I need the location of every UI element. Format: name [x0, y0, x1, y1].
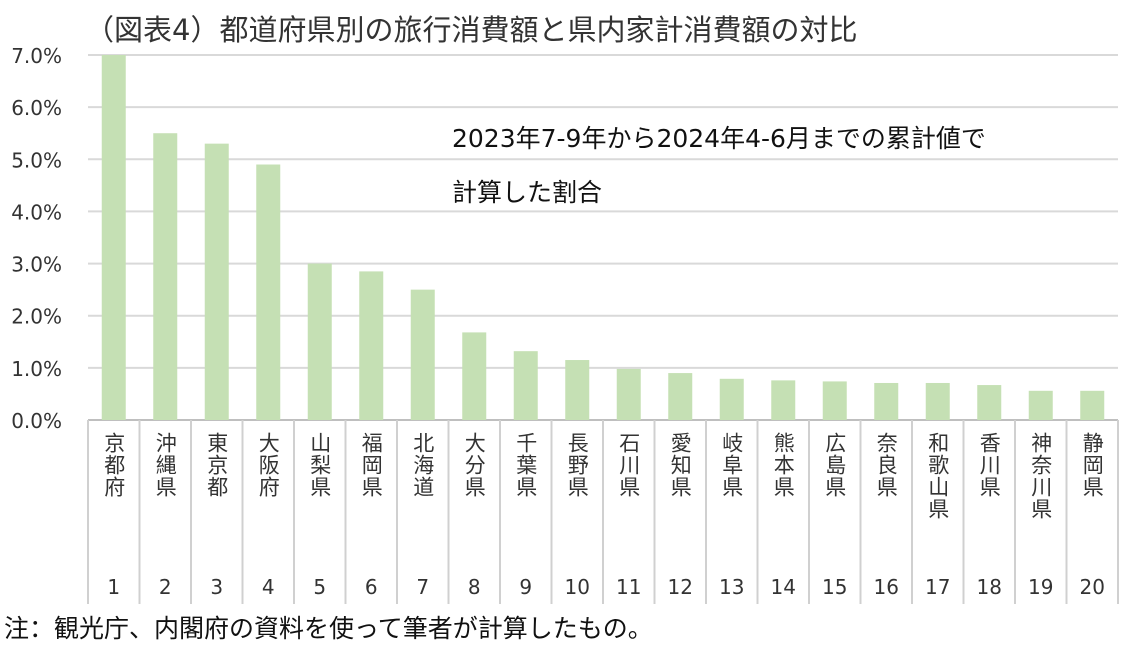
x-category-label: 沖縄県 [153, 432, 177, 498]
x-category-label: 奈良県 [874, 432, 898, 498]
x-rank-label: 7 [416, 575, 429, 599]
x-rank-label: 4 [262, 575, 275, 599]
y-tick-label: 4.0% [11, 200, 62, 224]
bar [153, 133, 178, 420]
x-category-label: 北海道 [411, 432, 435, 498]
x-category-label: 千葉県 [514, 432, 538, 498]
bar [307, 263, 332, 420]
bar [1080, 390, 1105, 420]
bar [513, 351, 538, 420]
annotation-line-1: 2023年7-9年から2024年4-6月までの累計値で [452, 124, 986, 153]
bar [462, 332, 487, 420]
x-rank-label: 14 [771, 575, 796, 599]
x-rank-label: 1 [107, 575, 120, 599]
bar [616, 368, 641, 420]
x-rank-label: 19 [1028, 575, 1053, 599]
bar [410, 289, 435, 420]
x-rank-label: 5 [313, 575, 326, 599]
x-rank-label: 13 [719, 575, 744, 599]
x-category-label: 東京都 [205, 432, 229, 498]
x-category-label: 大分県 [462, 432, 486, 498]
source-note: 注：観光庁、内閣府の資料を使って筆者が計算したもの。 [4, 614, 653, 643]
y-tick-label: 5.0% [11, 148, 62, 172]
x-rank-label: 3 [210, 575, 223, 599]
bar [822, 381, 847, 420]
y-tick-label: 6.0% [11, 96, 62, 120]
x-category-label: 静岡県 [1080, 432, 1104, 498]
bar [771, 380, 796, 420]
x-category-label: 神奈川県 [1029, 432, 1053, 520]
x-category-label: 福岡県 [359, 432, 383, 498]
x-rank-label: 16 [874, 575, 899, 599]
x-rank-label: 18 [977, 575, 1002, 599]
bar [565, 360, 590, 420]
x-category-label: 岐阜県 [720, 432, 744, 498]
x-rank-label: 2 [159, 575, 172, 599]
annotation-line-2: 計算した割合 [452, 178, 602, 207]
x-category-label: 広島県 [823, 432, 847, 498]
x-category-label: 大阪府 [256, 432, 280, 498]
y-tick-label: 0.0% [11, 409, 62, 433]
bar [101, 55, 126, 420]
x-category-label: 愛知県 [668, 432, 692, 498]
x-rank-label: 8 [468, 575, 481, 599]
x-rank-label: 12 [668, 575, 693, 599]
y-tick-label: 3.0% [11, 253, 62, 277]
x-rank-label: 20 [1080, 575, 1105, 599]
x-category-label: 石川県 [617, 432, 641, 498]
x-rank-label: 11 [616, 575, 641, 599]
chart-title: （図表4）都道府県別の旅行消費額と県内家計消費額の対比 [85, 13, 857, 47]
x-category-label: 山梨県 [308, 432, 332, 498]
x-category-label: 長野県 [565, 432, 589, 498]
y-tick-label: 7.0% [11, 44, 62, 68]
bar [977, 385, 1002, 420]
bar [204, 143, 229, 420]
y-tick-label: 1.0% [11, 357, 62, 381]
x-category-label: 香川県 [977, 432, 1001, 498]
bar [874, 382, 899, 420]
bar [719, 378, 744, 420]
x-category-label: 熊本県 [771, 432, 795, 498]
x-rank-label: 6 [365, 575, 378, 599]
x-category-label: 京都府 [102, 432, 126, 498]
x-rank-label: 10 [565, 575, 590, 599]
bar [256, 164, 281, 420]
bar [925, 382, 950, 420]
bar [668, 373, 693, 420]
bar [1028, 390, 1053, 420]
x-category-label: 和歌山県 [926, 432, 950, 520]
x-rank-label: 17 [925, 575, 950, 599]
y-tick-label: 2.0% [11, 305, 62, 329]
x-rank-label: 15 [822, 575, 847, 599]
x-rank-label: 9 [519, 575, 532, 599]
bar [359, 271, 384, 420]
